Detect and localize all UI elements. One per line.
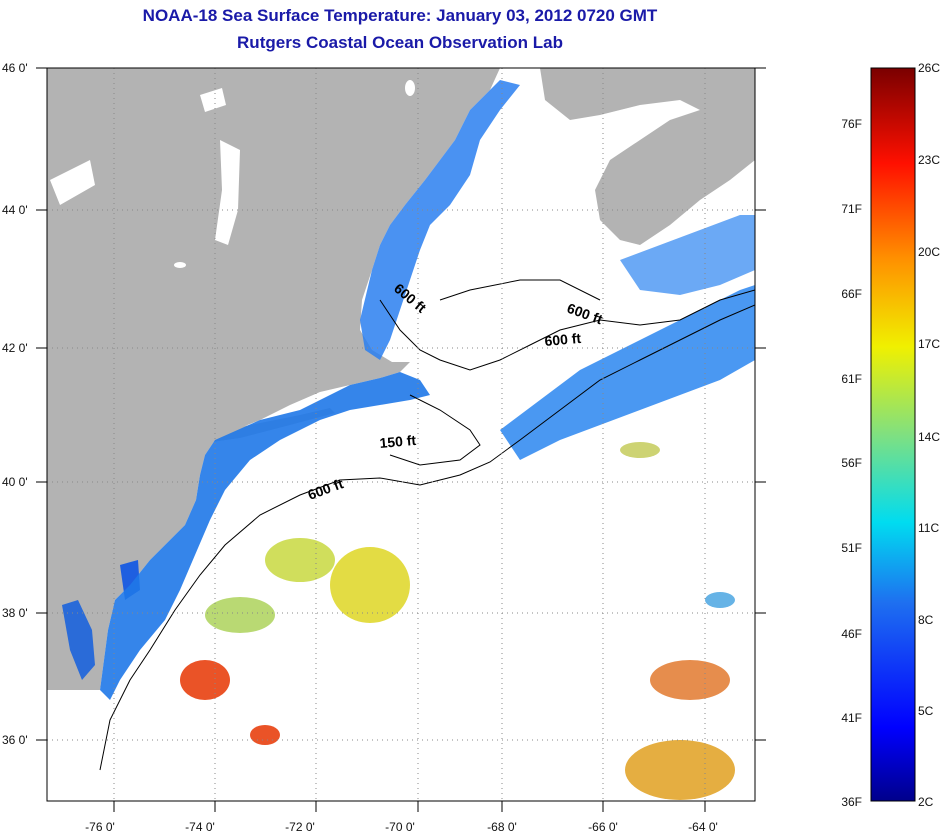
lon-label: -76 0' xyxy=(85,820,115,834)
lon-label: -64 0' xyxy=(688,820,718,834)
sst-gulf-of-maine xyxy=(360,80,520,360)
land-us-east xyxy=(47,68,500,690)
contour-label: 150 ft xyxy=(379,432,417,451)
colorbar-c-label: 2C xyxy=(918,795,934,809)
colorbar-c-label: 17C xyxy=(918,337,940,351)
colorbar-f-label: 51F xyxy=(841,541,862,555)
lat-label: 42 0' xyxy=(2,341,28,355)
inland-lakes xyxy=(50,80,415,268)
colorbar-f-label: 71F xyxy=(841,202,862,216)
graticule xyxy=(47,68,755,801)
axis-ticks xyxy=(36,67,766,812)
map-area: 600 ft 600 ft 600 ft 150 ft 600 ft xyxy=(47,68,755,801)
lat-label: 46 0' xyxy=(2,61,28,75)
colorbar-f-label: 41F xyxy=(841,711,862,725)
map-border xyxy=(46,67,756,802)
lat-label: 44 0' xyxy=(2,203,28,217)
sst-scotian-shelf xyxy=(500,285,755,460)
colorbar-f-label: 46F xyxy=(841,627,862,641)
colorbar-c-label: 23C xyxy=(918,153,940,167)
colorbar-c-label: 14C xyxy=(918,430,940,444)
colorbar-f-label: 56F xyxy=(841,456,862,470)
colorbar-c-label: 5C xyxy=(918,704,934,718)
lat-label: 36 0' xyxy=(2,733,28,747)
colorbar-f-label: 61F xyxy=(841,372,862,386)
lon-label: -70 0' xyxy=(385,820,415,834)
colorbar-c-label: 20C xyxy=(918,245,940,259)
sst-north-patch xyxy=(620,215,755,295)
colorbar-f-label: 36F xyxy=(841,795,862,809)
colorbar-c-label: 26C xyxy=(918,61,940,75)
lon-label: -74 0' xyxy=(185,820,215,834)
sst-warm-patches xyxy=(180,442,735,800)
lat-label: 38 0' xyxy=(2,606,28,620)
map-title: NOAA-18 Sea Surface Temperature: January… xyxy=(142,6,658,25)
contour-label: 600 ft xyxy=(544,330,582,349)
lon-label: -68 0' xyxy=(487,820,517,834)
lat-label: 40 0' xyxy=(2,475,28,489)
colorbar-f-label: 76F xyxy=(841,117,862,131)
bathymetry-contours xyxy=(99,279,755,771)
colorbar xyxy=(870,67,916,802)
land-nova-scotia xyxy=(540,68,755,245)
colorbar-c-label: 11C xyxy=(918,521,939,535)
colorbar-c-label: 8C xyxy=(918,613,934,627)
lon-label: -66 0' xyxy=(588,820,618,834)
map-subtitle: Rutgers Coastal Ocean Observation Lab xyxy=(237,33,563,52)
sst-coastal-band xyxy=(100,372,430,700)
colorbar-f-label: 66F xyxy=(841,287,862,301)
chesapeake-bay xyxy=(62,600,95,680)
lon-label: -72 0' xyxy=(285,820,315,834)
